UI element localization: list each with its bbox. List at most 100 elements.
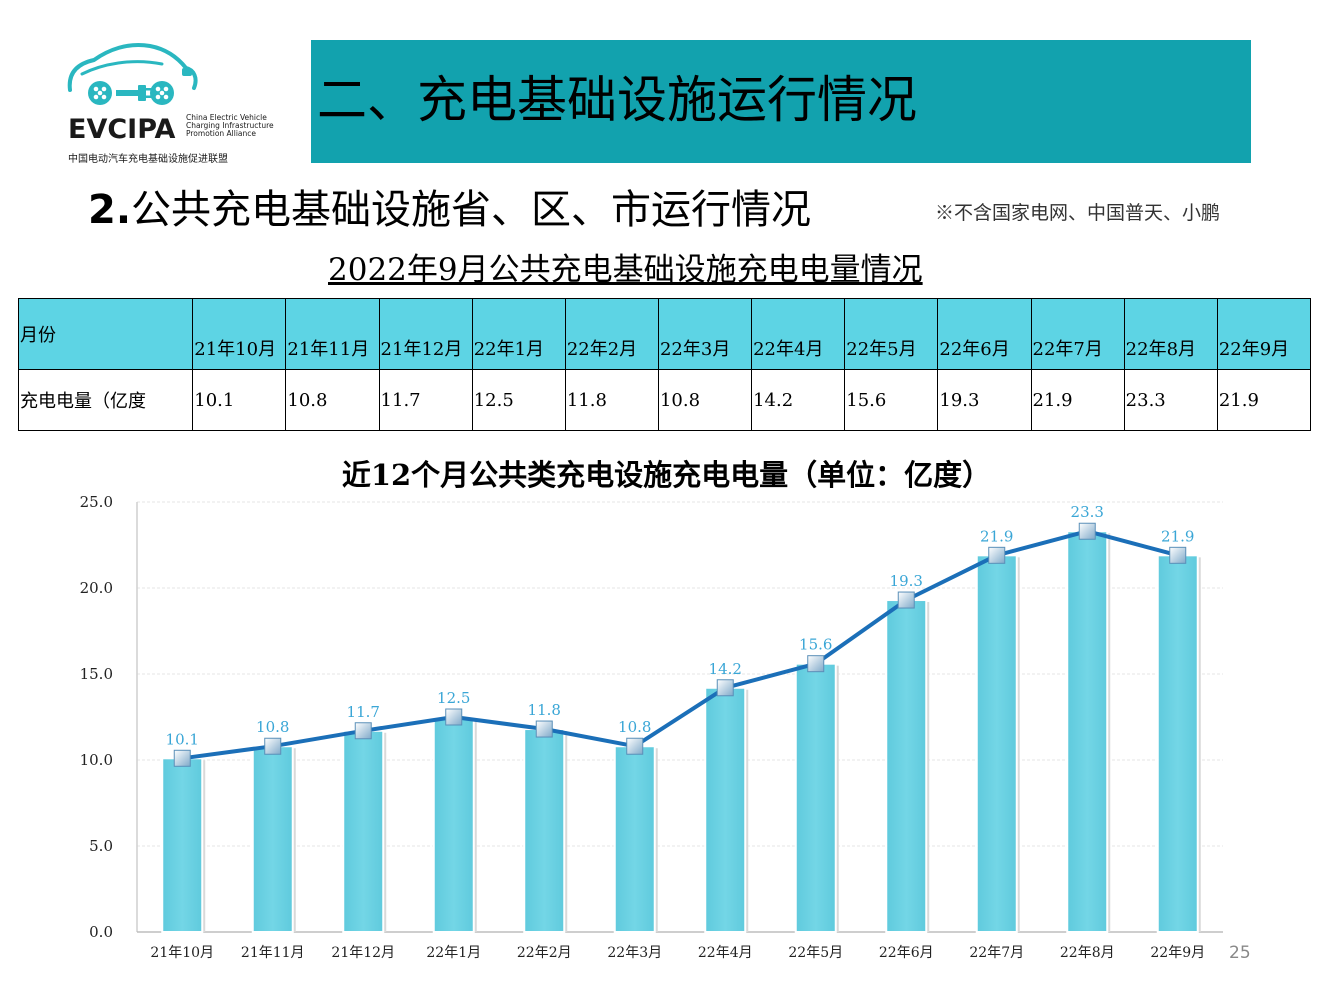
table-month-header: 21年11月 — [285, 298, 380, 370]
table-value-cell: 14.2 — [751, 369, 846, 431]
bar — [251, 745, 294, 933]
evcipa-logo: EVCIPA China Electric Vehicle Charging I… — [62, 38, 274, 166]
logo-english-name: China Electric Vehicle Charging Infrastr… — [186, 114, 276, 138]
table-value-cell: 10.1 — [192, 369, 287, 431]
data-label: 21.9 — [1161, 527, 1194, 545]
x-tick-label: 22年9月 — [1150, 945, 1205, 961]
y-tick-label: 20.0 — [80, 579, 113, 597]
table-month-header: 22年8月 — [1123, 298, 1218, 370]
row-label-month: 月份 — [17, 298, 194, 370]
table-month-header: 22年3月 — [657, 298, 753, 370]
page-number: 25 — [1229, 943, 1251, 963]
table-value-cell: 11.8 — [564, 369, 659, 431]
bar — [975, 554, 1018, 933]
data-point — [897, 591, 915, 609]
table-value-cell: 21.9 — [1030, 369, 1125, 431]
bar — [342, 729, 385, 933]
x-tick-label: 22年8月 — [1060, 945, 1115, 961]
logo-chinese-name: 中国电动汽车充电基础设施促进联盟 — [68, 154, 228, 165]
x-tick-label: 22年3月 — [607, 945, 662, 961]
x-tick-label: 22年7月 — [969, 945, 1024, 961]
data-label: 14.2 — [709, 660, 742, 678]
chart-title: 近12个月公共类充电设施充电电量（单位：亿度） — [341, 458, 992, 492]
section-subtitle-text: 公共充电基础设施省、区、市运行情况 — [131, 187, 812, 233]
logo-brand-text: EVCIPA — [68, 114, 176, 145]
logo-en-line: China Electric Vehicle — [186, 113, 267, 122]
charging-volume-table: 月份 21年10月 21年11月 21年12月 22年1月 22年2月 22年3月 22年4… — [17, 298, 1312, 431]
logo-en-line: Charging Infrastructure — [186, 121, 274, 130]
table-value-cell: 19.3 — [937, 369, 1032, 431]
logo-en-line: Promotion Alliance — [186, 129, 257, 138]
data-label: 10.8 — [256, 718, 289, 736]
data-point — [626, 737, 644, 755]
table-value-cell: 10.8 — [657, 369, 753, 431]
section-number: 2. — [88, 187, 132, 233]
x-tick-label: 22年2月 — [517, 945, 572, 961]
y-tick-label: 10.0 — [80, 751, 113, 769]
bar — [794, 662, 837, 933]
x-tick-label: 22年1月 — [426, 945, 481, 961]
table-title: 2022年9月公共充电基础设施充电电量情况 — [328, 252, 923, 288]
data-point — [354, 722, 372, 740]
table-month-header: 22年4月 — [751, 298, 846, 370]
y-tick-label: 0.0 — [89, 923, 113, 941]
data-point — [1169, 546, 1187, 564]
bar — [1066, 530, 1109, 934]
section-subtitle: 2.公共充电基础设施省、区、市运行情况 — [88, 186, 811, 234]
data-point — [1078, 522, 1096, 540]
page-title: 二、充电基础设施运行情况 — [317, 71, 917, 129]
data-label: 23.3 — [1071, 503, 1104, 521]
table-month-header: 22年7月 — [1030, 298, 1125, 370]
table-header-row: 月份 21年10月 21年11月 21年12月 22年1月 22年2月 22年3月 22年4… — [17, 298, 1312, 370]
data-label: 19.3 — [890, 572, 923, 590]
bar — [1156, 554, 1199, 933]
table-value-cell: 12.5 — [471, 369, 566, 431]
table-month-header: 22年9月 — [1216, 298, 1312, 370]
table-value-cell: 10.8 — [285, 369, 380, 431]
data-point — [173, 749, 191, 767]
bar — [613, 745, 656, 933]
y-tick-label: 25.0 — [80, 493, 113, 511]
data-point — [264, 737, 282, 755]
table-month-header: 21年10月 — [192, 298, 287, 370]
charging-volume-chart: 0.0 5.0 10.0 15.0 20.0 25.0 21年10月 21年11月 21年12月… — [80, 493, 1223, 961]
data-point — [716, 679, 734, 697]
data-label: 15.6 — [799, 636, 832, 654]
data-label: 11.8 — [528, 701, 561, 719]
x-tick-label: 22年5月 — [788, 945, 843, 961]
data-point — [988, 546, 1006, 564]
bar — [704, 686, 747, 933]
data-point — [445, 708, 463, 726]
bar — [432, 716, 475, 933]
x-tick-label: 21年11月 — [241, 945, 305, 961]
table-value-cell: 15.6 — [844, 369, 939, 431]
table-month-header: 22年2月 — [564, 298, 659, 370]
exclusion-note: ※不含国家电网、中国普天、小鹏 — [935, 202, 1221, 224]
x-tick-label: 22年6月 — [879, 945, 934, 961]
car-plug-icon — [67, 43, 198, 105]
data-label: 10.1 — [166, 730, 199, 748]
y-tick-label: 15.0 — [80, 665, 113, 683]
table-month-header: 22年6月 — [937, 298, 1032, 370]
table-month-header: 21年12月 — [378, 298, 473, 370]
data-point — [535, 720, 553, 738]
table-value-cell: 23.3 — [1123, 369, 1218, 431]
x-tick-label: 22年4月 — [698, 945, 753, 961]
data-label: 21.9 — [980, 527, 1013, 545]
x-tick-label: 21年10月 — [150, 945, 214, 961]
table-value-cell: 21.9 — [1216, 369, 1312, 431]
header-banner: 二、充电基础设施运行情况 — [311, 40, 1251, 163]
data-label: 10.8 — [618, 718, 651, 736]
bar — [523, 728, 566, 933]
series-line — [182, 529, 1179, 761]
data-label: 11.7 — [347, 703, 380, 721]
data-point — [807, 655, 825, 673]
table-month-header: 22年5月 — [844, 298, 939, 370]
bar — [161, 757, 204, 933]
x-tick-label: 21年12月 — [331, 945, 395, 961]
bar — [885, 599, 928, 933]
table-value-cell: 11.7 — [378, 369, 473, 431]
data-label: 12.5 — [437, 689, 470, 707]
table-value-row: 充电电量（亿度 10.1 10.8 11.7 12.5 11.8 10.8 14.2 15.6… — [17, 369, 1312, 431]
row-label-value: 充电电量（亿度 — [17, 369, 194, 431]
